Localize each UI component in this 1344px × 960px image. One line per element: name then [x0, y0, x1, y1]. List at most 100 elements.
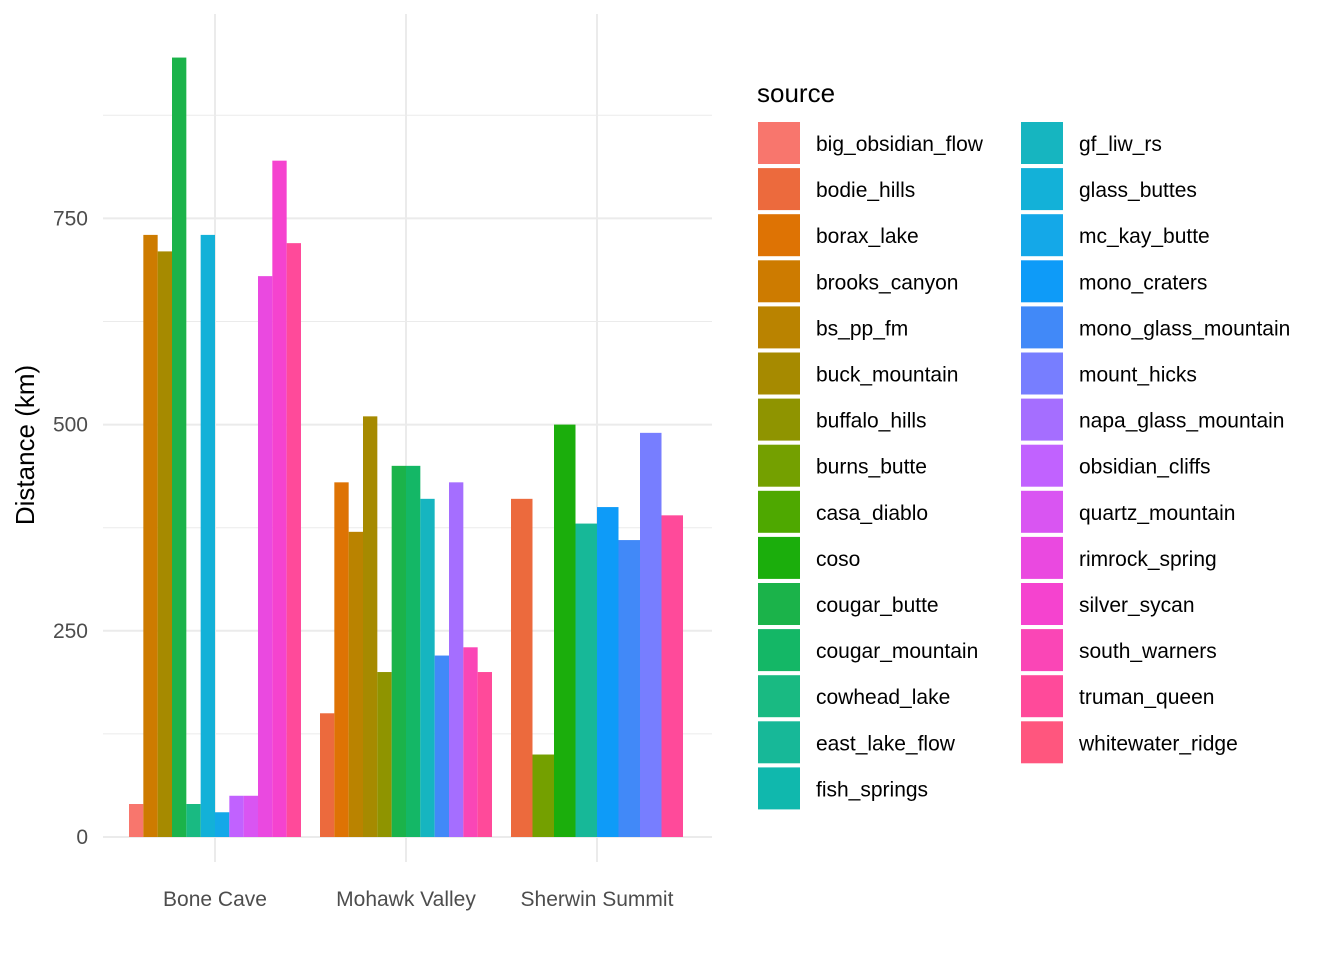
- legend-label: silver_sycan: [1079, 594, 1195, 617]
- y-tick-label: 750: [53, 207, 88, 230]
- legend-item: coso: [758, 536, 860, 579]
- legend-label: coso: [816, 548, 860, 571]
- legend-item: rimrock_spring: [1021, 536, 1217, 579]
- legend-item: buck_mountain: [758, 352, 958, 395]
- legend-key: [758, 168, 800, 211]
- bar-cowhead_lake-bone-cave: [186, 804, 201, 837]
- bar-cougar_butte-bone-cave: [172, 57, 187, 837]
- legend-label: buck_mountain: [816, 364, 958, 387]
- bar-bs_pp_fm-mohawk-valley: [348, 531, 363, 837]
- x-tick-label: Sherwin Summit: [521, 888, 674, 911]
- legend-label: mount_hicks: [1079, 364, 1197, 387]
- legend-label: burns_butte: [816, 456, 927, 479]
- legend-item: silver_sycan: [1021, 583, 1195, 625]
- legend-items: big_obsidian_flow bodie_hills borax_lakebr…: [758, 122, 1290, 810]
- legend-label: truman_queen: [1079, 686, 1214, 709]
- legend-label: rimrock_spring: [1079, 548, 1217, 571]
- legend-item: cougar_butte: [758, 583, 939, 625]
- legend-key: [1021, 122, 1063, 164]
- legend-key: [758, 629, 800, 672]
- legend-label: mono_craters: [1079, 271, 1207, 294]
- legend-label: fish_springs: [816, 778, 928, 801]
- legend-item: mount_hicks: [1021, 352, 1197, 395]
- bar-obsidian_cliffs-bone-cave: [229, 795, 244, 837]
- legend-label: buffalo_hills: [816, 410, 927, 433]
- legend-item: big_obsidian_flow: [758, 122, 984, 164]
- legend-label: borax_lake: [816, 225, 919, 248]
- legend-item: brooks_canyon: [758, 260, 958, 303]
- legend-label: east_lake_flow: [816, 732, 956, 755]
- bar-glass_buttes-bone-cave: [200, 234, 215, 837]
- legend-item: burns_butte: [758, 444, 927, 487]
- legend-key: [1021, 260, 1063, 303]
- legend-key: [758, 122, 800, 164]
- legend-label: cougar_mountain: [816, 640, 978, 663]
- legend-key: [758, 675, 800, 718]
- x-tick-label: Bone Cave: [163, 888, 267, 911]
- legend-item: east_lake_flow: [758, 721, 956, 764]
- legend-item: bs_pp_fm: [758, 306, 908, 349]
- legend-key: [1021, 583, 1063, 625]
- legend-label: casa_diablo: [816, 502, 928, 525]
- legend-label: quartz_mountain: [1079, 502, 1235, 525]
- x-tick-label: Mohawk Valley: [336, 888, 476, 911]
- legend-key: [1021, 675, 1063, 718]
- bar-buffalo_hills-mohawk-valley: [377, 672, 392, 837]
- bar-truman_queen-bone-cave: [286, 243, 301, 838]
- bar-mono_glass_mountain-sherwin-summit: [618, 540, 640, 837]
- bar-cougar_mountain-mohawk-valley: [406, 465, 421, 837]
- legend-item: cougar_mountain: [758, 629, 978, 672]
- legend-item: napa_glass_mountain: [1021, 398, 1285, 441]
- legend-key: [758, 398, 800, 441]
- legend-key: [758, 583, 800, 625]
- legend-label: south_warners: [1079, 640, 1217, 663]
- legend-item: quartz_mountain: [1021, 490, 1235, 533]
- bar-burns_butte-sherwin-summit: [532, 754, 554, 837]
- legend-key: [758, 536, 800, 579]
- legend-label: cougar_butte: [816, 594, 939, 617]
- legend-item: mono_glass_mountain: [1021, 306, 1290, 349]
- legend-key: [758, 490, 800, 533]
- legend: source big_obsidian_flow bodie_hillsborax…: [757, 78, 1290, 810]
- bar-buck_mountain-mohawk-valley: [363, 416, 378, 837]
- legend-key: [1021, 306, 1063, 349]
- legend-label: glass_buttes: [1079, 179, 1197, 202]
- legend-label: bs_pp_fm: [816, 317, 908, 340]
- legend-item: gf_liw_rs: [1021, 122, 1162, 164]
- legend-key: [1021, 352, 1063, 395]
- legend-key: [1021, 398, 1063, 441]
- bar-silver_sycan-bone-cave: [272, 160, 287, 837]
- bar-south_warners-mohawk-valley: [463, 647, 478, 837]
- legend-key: [758, 721, 800, 764]
- legend-label: mono_glass_mountain: [1079, 317, 1290, 340]
- y-tick-label: 250: [53, 620, 88, 643]
- legend-key: [1021, 214, 1063, 257]
- legend-item: mono_craters: [1021, 260, 1207, 303]
- legend-key: [758, 260, 800, 303]
- legend-key: [758, 444, 800, 487]
- legend-key: [758, 214, 800, 257]
- bar-cougar_butte-mohawk-valley: [391, 465, 406, 837]
- legend-key: [1021, 444, 1063, 487]
- legend-item: whitewater_ridge: [1021, 721, 1238, 764]
- y-axis-title: Distance (km): [10, 365, 40, 525]
- bar-mc_kay_butte-bone-cave: [215, 812, 230, 837]
- legend-key: [1021, 721, 1063, 764]
- legend-item: casa_diablo: [758, 490, 928, 533]
- legend-label: big_obsidian_flow: [816, 133, 984, 156]
- legend-key: [1021, 168, 1063, 211]
- legend-item: mc_kay_butte: [1021, 214, 1210, 257]
- bars: [129, 57, 683, 838]
- y-tick-label: 0: [76, 826, 88, 849]
- bar-coso-sherwin-summit: [554, 424, 576, 837]
- legend-label: napa_glass_mountain: [1079, 410, 1285, 433]
- legend-label: obsidian_cliffs: [1079, 456, 1211, 479]
- bar-mono_glass_mountain-mohawk-valley: [434, 655, 449, 837]
- bar-mount_hicks-sherwin-summit: [640, 432, 662, 837]
- bar-east_lake_flow-sherwin-summit: [575, 523, 597, 837]
- legend-key: [1021, 629, 1063, 672]
- bar-borax_lake-mohawk-valley: [334, 482, 349, 837]
- x-axis-ticks: Bone Cave Mohawk Valley Sherwin Summit: [163, 888, 674, 911]
- bar-bodie_hills-sherwin-summit: [511, 498, 533, 837]
